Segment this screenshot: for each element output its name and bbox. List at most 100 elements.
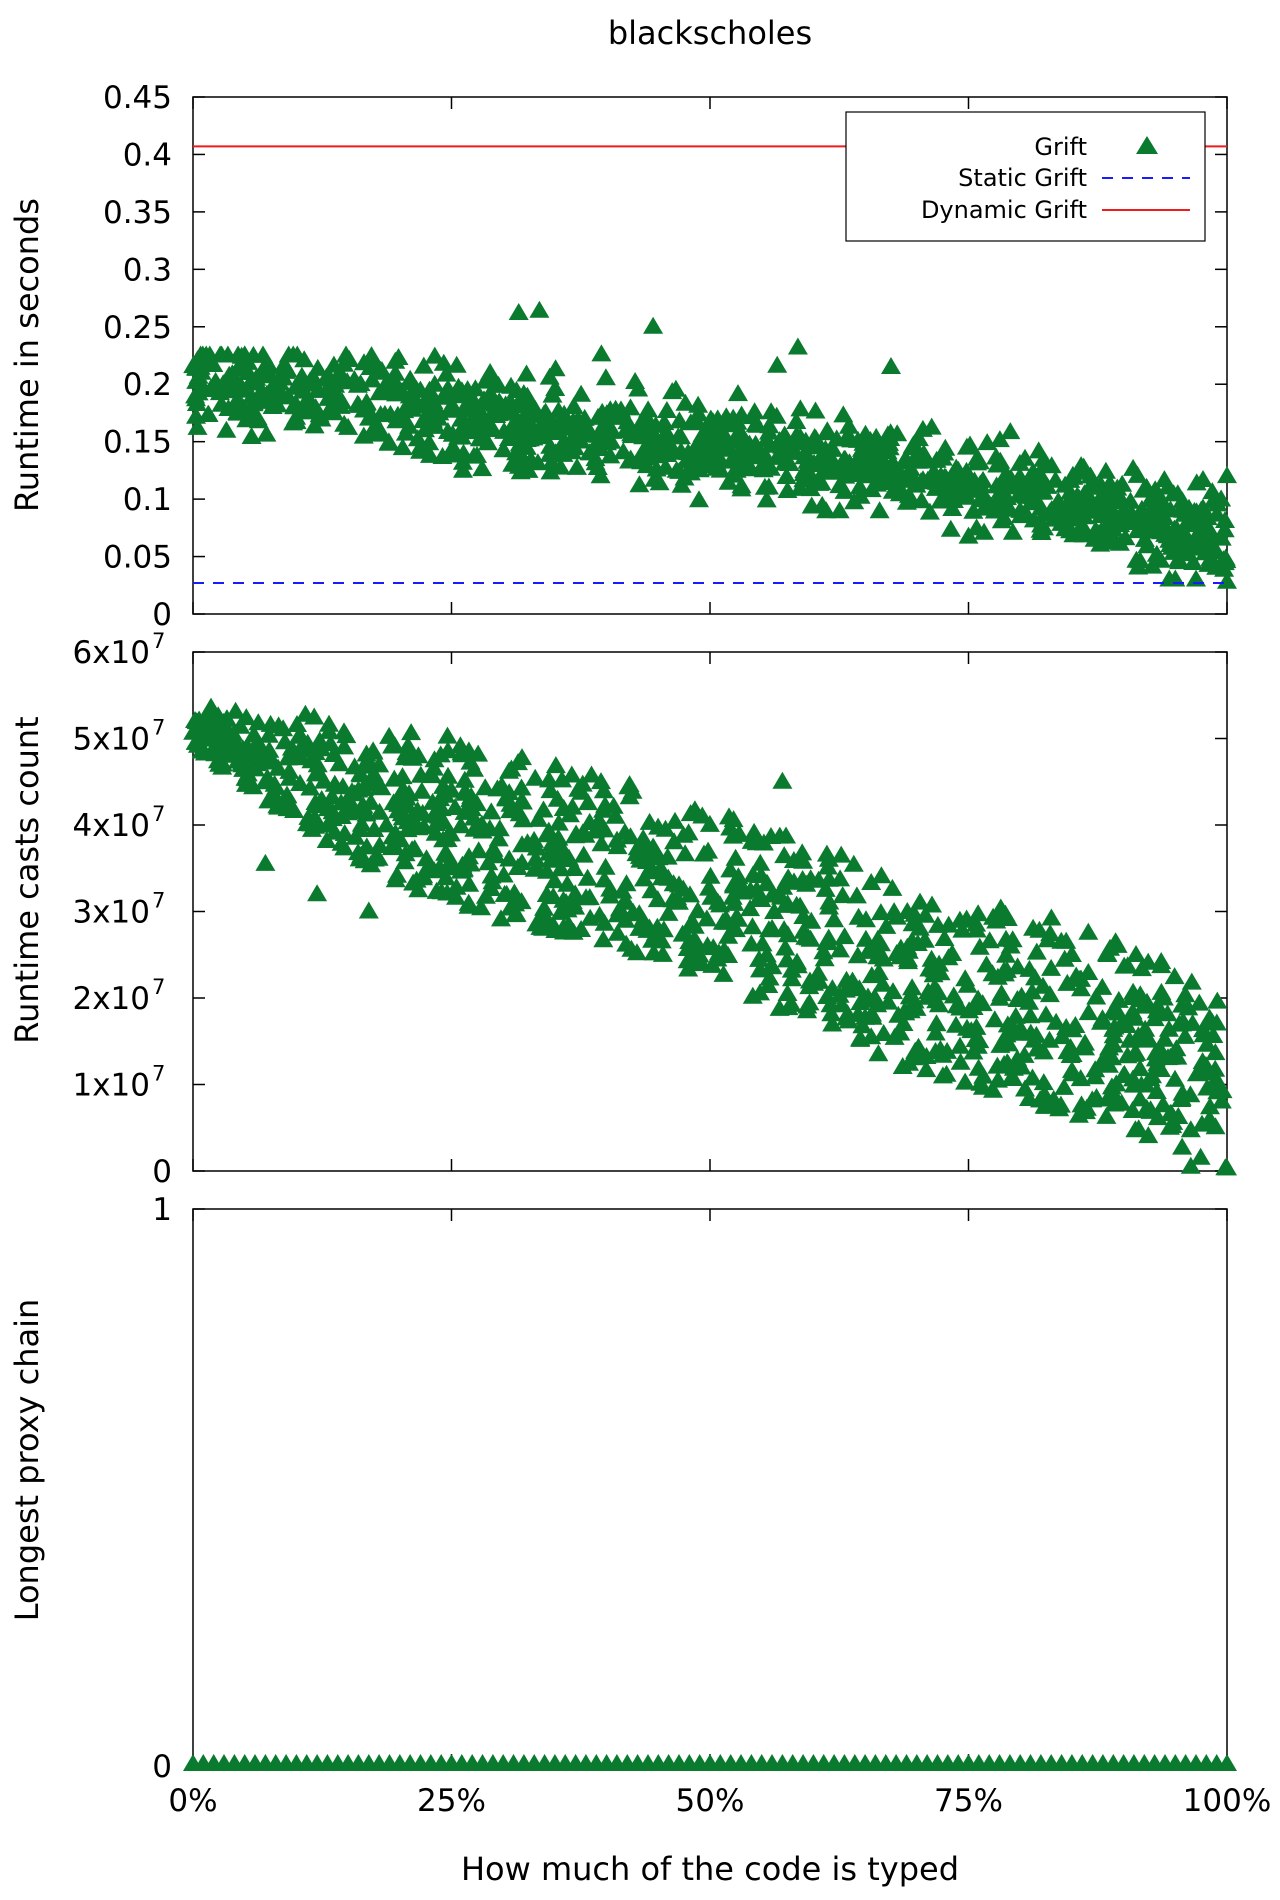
grift-point [485,846,506,864]
grift-point [1119,1030,1140,1048]
grift-point [1086,1088,1107,1105]
grift-point [709,439,730,457]
grift-point [440,399,461,417]
grift-point [767,355,788,373]
grift-point [379,726,400,744]
grift-point [787,956,808,974]
grift-point [366,424,387,442]
grift-point [563,397,584,414]
grift-point [867,929,888,947]
grift-point [420,445,440,463]
y-tick-label: 3x10 [72,895,150,931]
grift-point [192,345,213,363]
y-tick-exponent: 7 [152,629,165,653]
grift-point [874,453,895,471]
grift-point [824,910,845,928]
grift-point [288,377,309,395]
grift-point [238,363,259,380]
grift-point [1107,478,1128,496]
grift-point [358,901,379,919]
grift-point [676,451,696,469]
grift-point [468,744,489,762]
grift-point [990,451,1011,469]
grift-point [511,791,532,809]
grift-point [316,831,337,848]
y-axis-label-casts: Runtime casts count [8,716,46,1043]
grift-point [398,373,419,390]
grift-point [540,781,561,799]
grift-point [334,824,355,841]
grift-point [1102,510,1123,528]
grift-point [869,501,890,519]
grift-point [1062,1020,1083,1038]
grift-point [916,1060,937,1078]
grift-point [256,424,277,442]
grift-point [855,424,876,442]
grift-point [350,820,370,837]
grift-point [1071,1095,1092,1113]
grift-point [831,845,852,863]
grift-point [1138,952,1159,970]
grift-point [1007,990,1028,1007]
grift-point [726,908,746,926]
grift-point [655,819,676,837]
grift-point [577,868,598,886]
grift-point [1146,1001,1167,1019]
grift-point [777,481,798,498]
grift-point [581,765,602,783]
grift-point [1130,985,1151,1003]
grift-point [906,475,927,493]
grift-point [1103,1019,1124,1037]
grift-point [499,761,519,779]
grift-point [366,415,387,433]
panel-proxy-yticks: 01 [152,1192,1227,1785]
grift-point [1217,1754,1237,1771]
grift-point [890,463,911,480]
grift-point [481,866,502,884]
grift-point [1205,1059,1226,1077]
grift-point [723,876,744,894]
grift-point [996,945,1016,963]
grift-point [856,910,876,928]
grift-point [458,392,478,410]
grift-point [1051,931,1072,949]
grift-point [201,697,221,715]
grift-point [926,471,947,488]
grift-point [754,452,775,470]
grift-point [882,878,903,896]
grift-point [929,954,950,972]
grift-point [279,761,300,779]
grift-point [437,726,458,744]
grift-point [921,417,942,435]
legend-marker-grift [1136,136,1158,154]
grift-point [1180,508,1201,526]
grift-point [952,920,973,938]
grift-point [932,1045,953,1063]
grift-point [488,375,509,393]
y-axis-label-runtime: Runtime in seconds [8,198,46,512]
grift-point [887,424,908,442]
grift-point [927,915,948,933]
legend-box [845,111,1206,242]
grift-point [847,946,868,964]
grift-point [356,392,377,410]
grift-point [590,466,611,484]
grift-point [393,779,414,797]
grift-point [813,942,834,960]
grift-point [742,986,763,1004]
grift-point [878,992,899,1010]
grift-point [516,430,537,447]
grift-point [1122,1101,1143,1118]
grift-point [881,357,901,374]
grift-point [486,406,507,423]
x-tick-label: 0% [168,1783,217,1819]
grift-point [1197,1034,1218,1052]
grift-point [488,829,509,847]
grift-point [548,813,569,831]
grift-point [731,405,752,423]
grift-point [1215,511,1235,528]
grift-point [808,963,829,981]
y-tick-label: 0.3 [123,252,172,288]
grift-point [1183,533,1204,551]
grift-point [511,892,532,910]
